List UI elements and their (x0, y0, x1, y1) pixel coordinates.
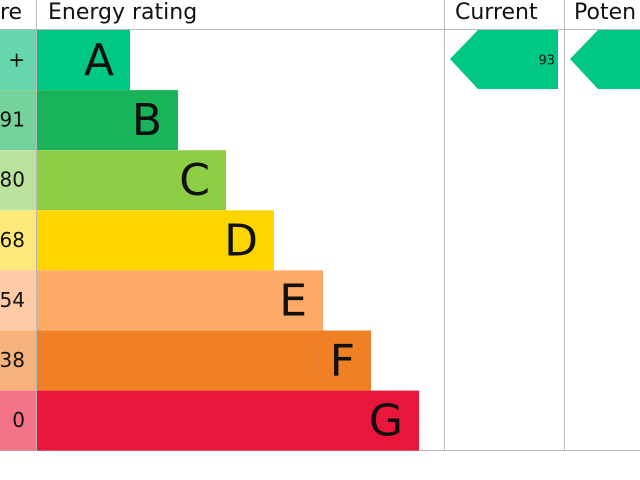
rating-bar (37, 30, 130, 90)
score-cell (0, 30, 36, 90)
header-rating: Energy rating (48, 0, 197, 25)
rating-letter: A (84, 35, 114, 86)
header-score: re (0, 0, 22, 25)
current-value: 93 (538, 54, 555, 69)
current-arrow (450, 30, 558, 89)
rating-letter: G (369, 396, 403, 447)
rating-bar (37, 270, 323, 331)
rating-bar (37, 210, 274, 271)
rating-rows: + A 91 B 80 C 68 D 54 E 38 F 0 G (0, 30, 419, 451)
rating-bar (37, 90, 178, 151)
score-label: + (8, 48, 25, 72)
rating-bar (37, 330, 371, 391)
score-cell (0, 150, 36, 211)
rating-letter: B (132, 95, 162, 146)
score-cell (0, 390, 36, 451)
header-current: Current (455, 0, 538, 25)
rating-letter: E (279, 275, 307, 326)
score-cell (0, 210, 36, 271)
potential-arrow (570, 30, 640, 89)
score-cell (0, 270, 36, 331)
score-label: 0 (12, 408, 25, 432)
rating-bar (37, 150, 226, 211)
rating-letter: C (179, 155, 210, 206)
score-cell (0, 330, 36, 391)
score-label: 80 (0, 168, 25, 192)
score-label: 68 (0, 228, 25, 252)
rating-letter: D (224, 215, 258, 266)
rating-bar (37, 390, 419, 451)
header-potential: Poten (574, 0, 636, 25)
score-cell (0, 90, 36, 151)
rating-letter: F (330, 336, 355, 387)
score-label: 38 (0, 348, 25, 372)
score-label: 54 (0, 288, 25, 312)
score-label: 91 (0, 108, 25, 132)
